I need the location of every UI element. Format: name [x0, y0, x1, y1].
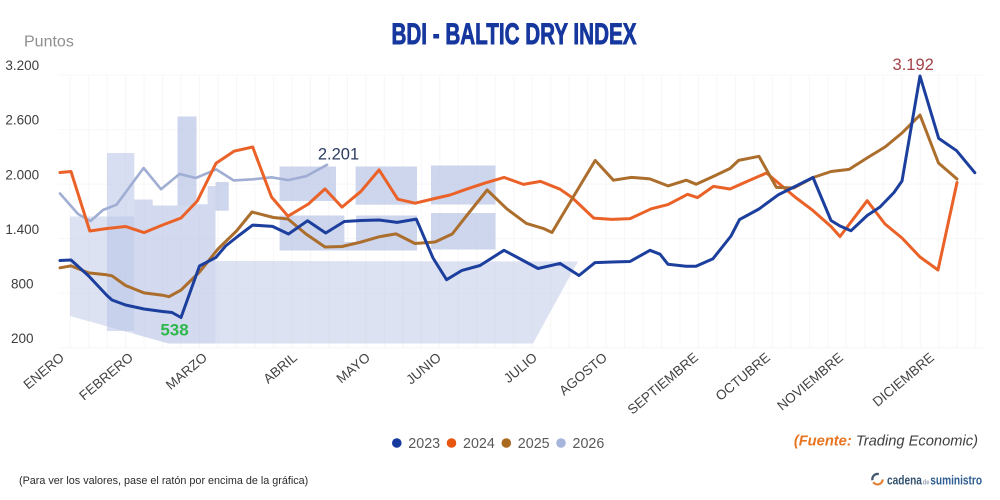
svg-text:3.192: 3.192	[893, 56, 934, 74]
svg-text:2026: 2026	[573, 436, 605, 452]
svg-text:800: 800	[11, 276, 34, 291]
svg-text:538: 538	[160, 321, 188, 340]
svg-text:2.201: 2.201	[318, 145, 359, 163]
svg-text:3.200: 3.200	[5, 58, 39, 73]
svg-text:2023: 2023	[408, 436, 440, 452]
svg-text:(Para ver los valores, pase el: (Para ver los valores, pase el ratón por…	[19, 475, 308, 487]
svg-text:BDI - BALTIC DRY INDEX: BDI - BALTIC DRY INDEX	[391, 19, 636, 51]
svg-text:200: 200	[11, 331, 34, 346]
svg-text:(Fuente: Trading Economic): (Fuente: Trading Economic)	[794, 434, 978, 450]
svg-text:2.600: 2.600	[5, 113, 39, 128]
svg-text:Puntos: Puntos	[24, 34, 74, 51]
svg-text:2025: 2025	[518, 436, 550, 452]
svg-text:1.400: 1.400	[5, 222, 39, 237]
svg-text:2.000: 2.000	[5, 167, 39, 182]
svg-text:cadenadesuministro: cadenadesuministro	[887, 473, 982, 487]
svg-text:2024: 2024	[463, 436, 495, 452]
